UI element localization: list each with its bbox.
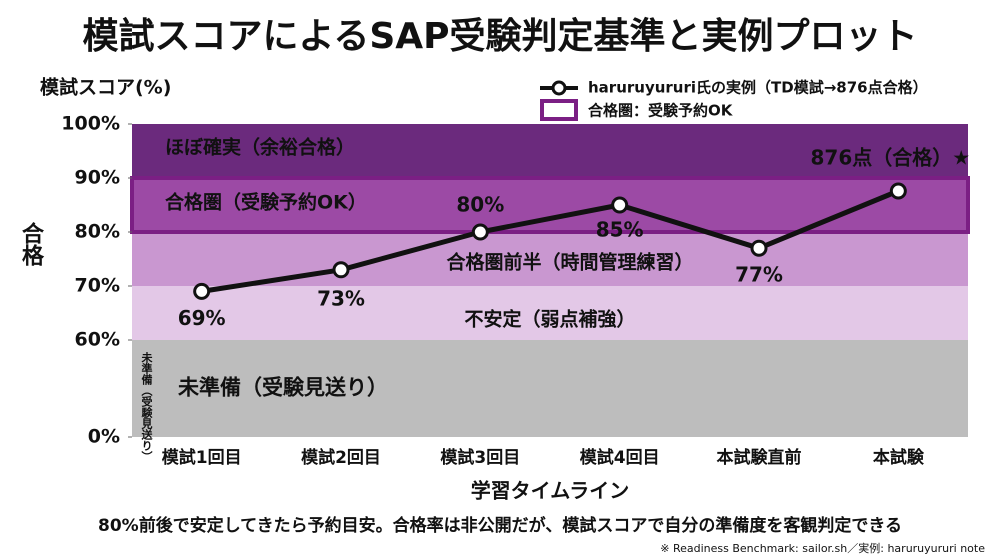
zone-label: 合格圏前半（時間管理練習）	[446, 251, 693, 274]
x-tick-label: 模試4回目	[580, 447, 660, 468]
x-tick-label: 模試3回目	[440, 447, 520, 468]
highlight-box	[130, 176, 970, 234]
data-point	[471, 223, 489, 241]
data-point	[332, 261, 350, 279]
x-tick-label: 模試1回目	[162, 447, 242, 468]
y-tick-label: 60%	[75, 329, 120, 351]
y-side-label: 合格	[18, 221, 44, 266]
data-label: 69%	[178, 306, 226, 330]
x-tick-label: 模試2回目	[301, 447, 381, 468]
y-tick-label: 90%	[75, 167, 120, 189]
y-tick-label: 80%	[75, 221, 120, 243]
legend-label: haruruyururi氏の実例（TD模試→876点合格）	[588, 79, 928, 97]
data-label: 80%	[456, 193, 504, 217]
zone-side-label: 未準備（受験見送り）	[140, 351, 154, 462]
x-axis-label: 学習タイムライン	[471, 479, 630, 503]
zone-label: ほぼ確実（余裕合格）	[165, 136, 355, 159]
data-point	[611, 196, 629, 214]
data-point	[193, 282, 211, 300]
footnote: 80%前後で安定してきたら予約目安。合格率は非公開だが、模試スコアで自分の準備度…	[98, 515, 902, 536]
zone-label: 合格圏（受験予約OK）	[165, 191, 367, 214]
zone-band	[132, 178, 968, 232]
x-tick-label: 本試験	[873, 447, 925, 468]
y-axis-label: 模試スコア(%)	[40, 76, 171, 99]
legend-marker	[551, 80, 567, 96]
zone-band	[132, 232, 968, 286]
data-point	[889, 182, 907, 200]
y-tick-label: 70%	[75, 275, 120, 297]
data-label: 85%	[596, 218, 644, 242]
zone-band	[132, 340, 968, 437]
y-tick-label: 100%	[61, 113, 120, 135]
source: ※ Readiness Benchmark: sailor.sh／実例: har…	[660, 541, 985, 555]
series-line	[201, 188, 900, 294]
data-label: 876点（合格）★	[810, 145, 970, 169]
data-point	[750, 239, 768, 257]
zone-band	[132, 286, 968, 340]
zone-label: 未準備（受験見送り）	[178, 376, 388, 400]
chart-title: 模試スコアによるSAP受験判定基準と実例プロット	[82, 16, 917, 57]
zone-band	[132, 124, 968, 178]
zone-label: 不安定（弱点補強）	[464, 308, 635, 331]
legend-label: 合格圏：受験予約OK	[587, 102, 734, 120]
legend-box	[540, 99, 578, 121]
y-tick-label: 0%	[88, 426, 120, 448]
data-label: 73%	[317, 286, 365, 310]
x-tick-label: 本試験直前	[717, 447, 802, 468]
data-label: 77%	[735, 263, 783, 287]
